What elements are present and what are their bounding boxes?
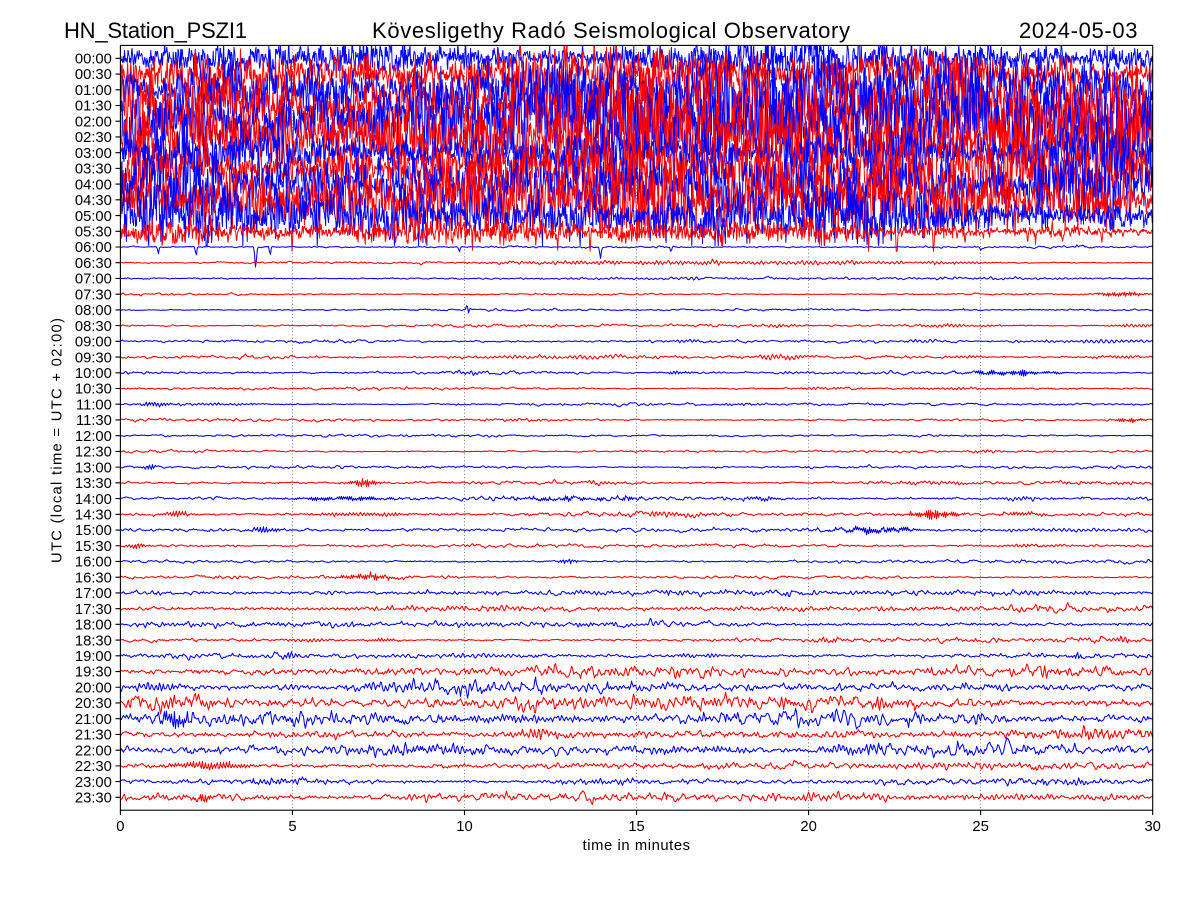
svg-text:04:00: 04:00 bbox=[75, 177, 112, 193]
svg-text:07:00: 07:00 bbox=[75, 272, 112, 288]
svg-text:00:30: 00:30 bbox=[75, 67, 112, 83]
svg-text:18:00: 18:00 bbox=[75, 618, 112, 634]
svg-text:11:00: 11:00 bbox=[76, 397, 112, 413]
svg-text:2024-05-03: 2024-05-03 bbox=[1019, 18, 1138, 43]
svg-text:time in minutes: time in minutes bbox=[583, 838, 691, 854]
svg-text:12:00: 12:00 bbox=[75, 429, 112, 445]
svg-text:17:30: 17:30 bbox=[75, 602, 112, 618]
svg-text:01:30: 01:30 bbox=[75, 99, 112, 115]
svg-text:06:30: 06:30 bbox=[75, 256, 112, 272]
svg-text:05:30: 05:30 bbox=[75, 224, 112, 240]
svg-text:13:30: 13:30 bbox=[75, 476, 112, 492]
svg-text:23:30: 23:30 bbox=[75, 791, 112, 807]
svg-text:18:30: 18:30 bbox=[75, 633, 112, 649]
svg-text:21:00: 21:00 bbox=[75, 712, 112, 728]
svg-text:15:00: 15:00 bbox=[75, 523, 112, 539]
svg-text:03:30: 03:30 bbox=[75, 162, 112, 178]
svg-text:15: 15 bbox=[628, 819, 644, 835]
svg-text:HN_Station_PSZI1: HN_Station_PSZI1 bbox=[64, 18, 247, 43]
svg-text:30: 30 bbox=[1144, 819, 1160, 835]
svg-text:04:30: 04:30 bbox=[75, 193, 112, 209]
svg-text:22:30: 22:30 bbox=[75, 759, 112, 775]
svg-text:03:00: 03:00 bbox=[75, 146, 112, 162]
svg-text:14:00: 14:00 bbox=[75, 492, 112, 508]
svg-text:01:00: 01:00 bbox=[75, 83, 112, 99]
svg-text:08:30: 08:30 bbox=[75, 319, 112, 335]
svg-text:02:30: 02:30 bbox=[75, 130, 112, 146]
svg-text:22:00: 22:00 bbox=[75, 743, 112, 759]
svg-text:16:00: 16:00 bbox=[75, 555, 112, 571]
svg-text:25: 25 bbox=[972, 819, 988, 835]
svg-text:12:30: 12:30 bbox=[75, 445, 112, 461]
svg-text:20:00: 20:00 bbox=[75, 680, 112, 696]
svg-text:5: 5 bbox=[288, 819, 296, 835]
svg-text:15:30: 15:30 bbox=[75, 539, 112, 555]
svg-text:16:30: 16:30 bbox=[75, 570, 112, 586]
svg-text:UTC (local time = UTC + 02:00): UTC (local time = UTC + 02:00) bbox=[50, 318, 66, 563]
svg-text:20: 20 bbox=[800, 819, 816, 835]
svg-text:08:00: 08:00 bbox=[75, 303, 112, 319]
svg-text:14:30: 14:30 bbox=[75, 508, 112, 524]
svg-text:07:30: 07:30 bbox=[75, 287, 112, 303]
svg-text:23:00: 23:00 bbox=[75, 775, 112, 791]
svg-text:09:00: 09:00 bbox=[75, 335, 112, 351]
svg-text:06:00: 06:00 bbox=[75, 240, 112, 256]
svg-text:05:00: 05:00 bbox=[75, 209, 112, 225]
svg-text:19:30: 19:30 bbox=[75, 665, 112, 681]
svg-text:00:00: 00:00 bbox=[75, 52, 112, 68]
svg-text:17:00: 17:00 bbox=[75, 586, 112, 602]
svg-text:Kövesligethy Radó Seismologica: Kövesligethy Radó Seismological Observat… bbox=[372, 18, 850, 43]
svg-text:09:30: 09:30 bbox=[75, 350, 112, 366]
svg-text:20:30: 20:30 bbox=[75, 696, 112, 712]
svg-text:19:00: 19:00 bbox=[75, 649, 112, 665]
svg-text:02:00: 02:00 bbox=[75, 114, 112, 130]
svg-text:0: 0 bbox=[116, 819, 124, 835]
svg-text:21:30: 21:30 bbox=[75, 728, 112, 744]
svg-text:10: 10 bbox=[456, 819, 472, 835]
svg-text:13:00: 13:00 bbox=[75, 460, 112, 476]
svg-text:10:30: 10:30 bbox=[75, 382, 112, 398]
svg-text:10:00: 10:00 bbox=[75, 366, 112, 382]
svg-text:11:30: 11:30 bbox=[76, 413, 112, 429]
